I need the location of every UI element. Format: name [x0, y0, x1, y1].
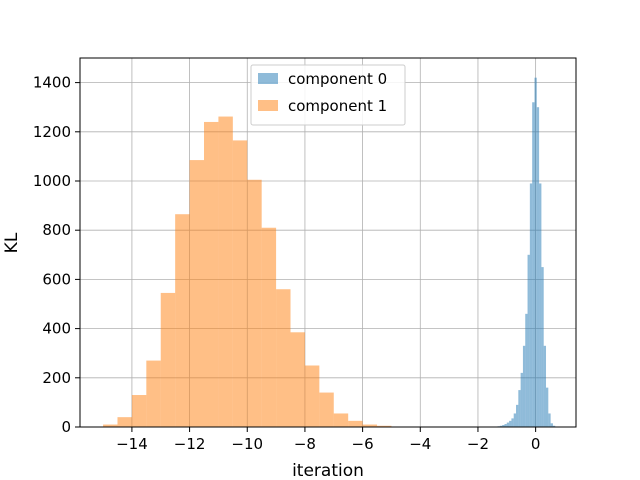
bar-component-1	[131, 395, 147, 427]
x-tick-label: −10	[231, 435, 263, 453]
x-tick-label: 0	[531, 435, 541, 453]
y-tick-label: 200	[42, 369, 71, 387]
bar-component-1	[362, 424, 378, 427]
bar-component-1	[160, 292, 176, 427]
bar-component-1	[218, 116, 233, 427]
plot-frame	[79, 57, 577, 428]
bar-component-0	[506, 422, 510, 427]
bar-component-0	[509, 420, 512, 427]
y-tick-label: 1400	[33, 74, 71, 92]
bar-component-1	[348, 420, 363, 427]
bar-component-1	[204, 121, 219, 428]
bar-component-1	[189, 160, 204, 427]
y-tick-label: 1000	[33, 172, 71, 190]
bar-component-1	[304, 365, 320, 427]
bar-component-0	[502, 425, 505, 427]
bar-component-0	[520, 372, 523, 427]
x-tick-label: −12	[174, 435, 206, 453]
bar-component-0	[534, 77, 537, 428]
y-tick-label: 400	[42, 320, 71, 338]
bar-component-1	[232, 140, 248, 427]
legend-label-component-1: component 1	[288, 97, 387, 115]
legend: component 0 component 1	[250, 64, 406, 126]
bar-component-0	[539, 183, 542, 427]
x-tick-label: −2	[467, 435, 489, 453]
bar-component-1	[117, 417, 132, 427]
x-tick-label: −8	[294, 435, 316, 453]
bar-component-0	[546, 387, 549, 427]
x-axis-ticks: −14 −12 −10 −8 −6 −4 −2 0	[116, 427, 540, 453]
legend-swatch-component-1	[258, 100, 278, 111]
bar-component-1	[290, 332, 305, 427]
bar-component-0	[552, 425, 556, 427]
y-axis-label: KL	[2, 232, 22, 253]
bar-component-1	[261, 227, 277, 427]
bar-component-0	[504, 424, 507, 427]
histogram-bars	[103, 77, 556, 428]
bar-component-0	[525, 313, 528, 427]
bar-component-1	[319, 392, 334, 427]
bar-component-1	[175, 214, 190, 427]
y-tick-label: 1200	[33, 123, 71, 141]
bar-component-0	[550, 423, 553, 427]
bar-component-0	[543, 345, 547, 427]
y-tick-label: 800	[42, 221, 71, 239]
y-tick-label: 600	[42, 270, 71, 288]
bar-component-0	[518, 390, 521, 427]
y-axis-ticks: 0 200 400 600 800 1000 1200 1400	[33, 74, 80, 436]
x-tick-label: −4	[409, 435, 431, 453]
bar-component-0	[511, 418, 514, 427]
legend-box	[250, 64, 406, 126]
legend-label-component-0: component 0	[288, 70, 387, 88]
bar-component-1	[276, 289, 291, 427]
bar-component-1	[247, 179, 262, 427]
bar-component-0	[513, 413, 517, 427]
x-tick-label: −6	[352, 435, 374, 453]
bar-component-1	[377, 425, 392, 427]
bar-component-0	[541, 267, 544, 427]
bar-component-1	[333, 413, 349, 427]
bar-component-0	[536, 107, 540, 427]
bar-component-0	[527, 254, 530, 427]
bar-component-0	[499, 425, 503, 427]
bar-component-0	[516, 404, 519, 427]
bar-component-1	[146, 360, 161, 427]
bar-component-0	[522, 345, 526, 427]
y-tick-label: 0	[61, 418, 71, 436]
bar-component-0	[548, 413, 551, 427]
x-tick-label: −14	[116, 435, 148, 453]
bar-component-0	[529, 183, 533, 427]
bar-component-0	[532, 102, 535, 427]
x-axis-label: iteration	[292, 461, 364, 480]
legend-swatch-component-0	[258, 73, 278, 84]
bar-component-1	[103, 424, 118, 427]
